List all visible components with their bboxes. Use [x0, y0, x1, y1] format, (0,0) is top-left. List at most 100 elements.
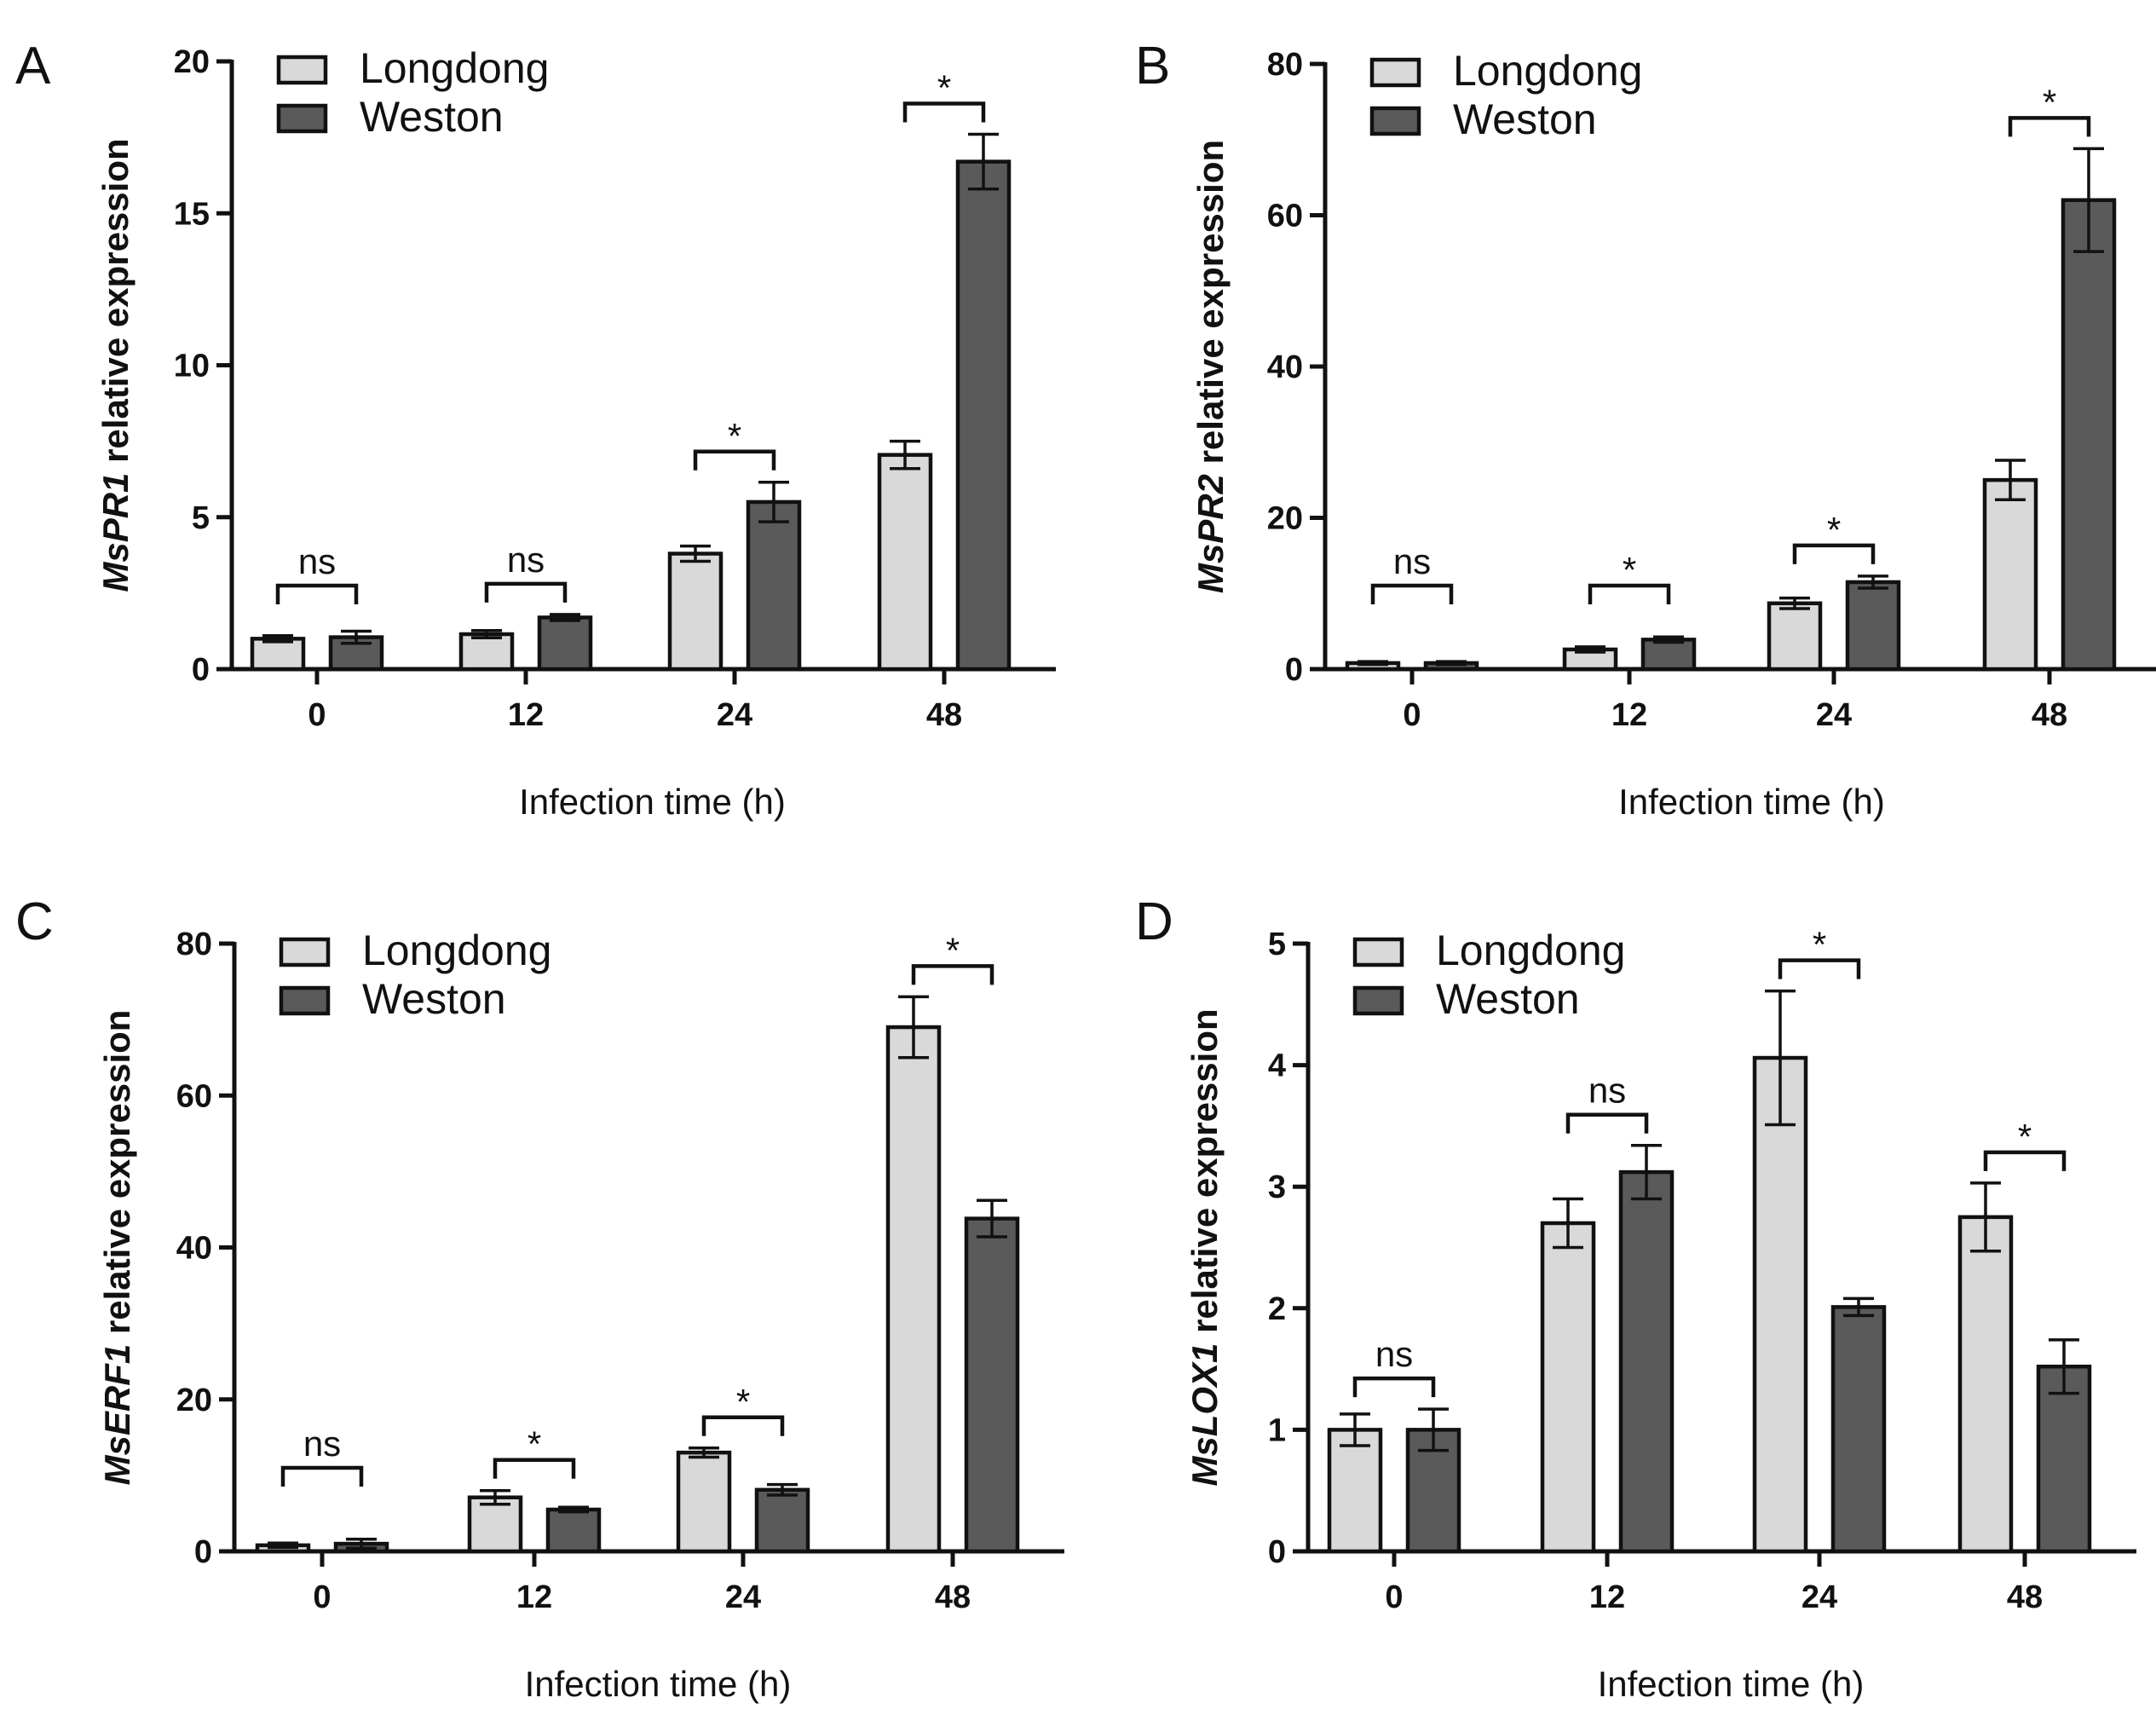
y-tick-label: 0: [194, 1534, 212, 1570]
panel-letter: A: [15, 37, 51, 95]
y-axis-title: MsPR2 relative expression: [1190, 140, 1231, 593]
y-axis-gene-name: MsERF1: [97, 1344, 137, 1486]
legend-swatch-longdong: [279, 937, 331, 967]
x-tick-label: 0: [1403, 697, 1421, 733]
x-axis-title: Infection time (h): [525, 1664, 792, 1704]
x-axis-title: Infection time (h): [1618, 782, 1885, 822]
significance-label: ns: [1393, 541, 1431, 581]
panel-letter: D: [1135, 892, 1173, 951]
significance-label: ns: [1375, 1334, 1413, 1374]
significance-label: *: [1827, 510, 1841, 550]
x-tick-label: 48: [2007, 1579, 2043, 1615]
bar-longdong: [885, 1025, 942, 1554]
x-tick-label: 0: [313, 1579, 331, 1615]
x-tick-label: 12: [1611, 697, 1647, 733]
significance-bracket: [280, 1465, 364, 1487]
bar-weston: [754, 1487, 810, 1554]
y-tick-label: 10: [174, 349, 210, 384]
y-axis-title-suffix: relative expression: [1190, 140, 1231, 474]
significance-label: *: [2043, 82, 2056, 122]
y-tick-label: 0: [1285, 652, 1303, 688]
y-axis-title-suffix: relative expression: [97, 1010, 137, 1344]
y-tick-label: 80: [1267, 47, 1303, 83]
x-tick-label: 0: [1385, 1579, 1403, 1615]
bar-longdong: [676, 1450, 732, 1554]
x-axis-title: Infection time (h): [519, 782, 786, 822]
y-tick-label: 20: [174, 44, 210, 80]
y-tick-label: 20: [1267, 501, 1303, 537]
significance-bracket: [1565, 1112, 1649, 1134]
legend-swatch-longdong: [1369, 57, 1421, 88]
significance-label: *: [1813, 925, 1826, 965]
y-tick-label: 60: [1267, 199, 1303, 234]
panel-c: C 0 20 40 60 80 0 12 24 48 Infection time (h) MsERF…: [15, 892, 1064, 1704]
y-tick-label: 5: [1268, 927, 1286, 962]
y-axis-gene-name: MsPR1: [95, 473, 135, 592]
y-tick-label: 15: [174, 196, 210, 232]
y-tick-label: 80: [176, 927, 212, 962]
significance-bracket: [902, 101, 986, 123]
bar-longdong: [1767, 601, 1823, 672]
significance-bracket: [701, 1415, 785, 1436]
significance-label: *: [728, 416, 741, 456]
x-tick-label: 12: [516, 1579, 552, 1615]
significance-label: ns: [298, 541, 336, 581]
panel-a: A 0 5 10 15 20 0 12 24 48 Infection time (h) MsPR1 …: [15, 37, 1056, 822]
y-tick-label: 0: [192, 652, 210, 688]
significance-label: ns: [1588, 1071, 1626, 1111]
x-tick-label: 12: [508, 697, 544, 733]
y-tick-label: 20: [176, 1383, 212, 1418]
legend-swatch-weston: [276, 103, 328, 134]
legend-label-weston: Weston: [1436, 975, 1580, 1023]
legend-label-weston: Weston: [360, 93, 504, 141]
legend-swatch-weston: [1369, 106, 1421, 136]
x-axis-title: Infection time (h): [1598, 1664, 1865, 1704]
significance-label: *: [527, 1424, 541, 1464]
legend-label-weston: Weston: [1453, 95, 1597, 143]
y-axis-title: MsPR1 relative expression: [95, 138, 135, 592]
significance-bracket: [1588, 583, 1671, 604]
significance-bracket: [1370, 583, 1454, 604]
panel-letter: B: [1135, 37, 1170, 95]
x-tick-label: 0: [308, 697, 326, 733]
significance-bracket: [2008, 116, 2091, 137]
significance-bracket: [693, 449, 776, 471]
bar-longdong: [1752, 1055, 1808, 1554]
y-tick-label: 40: [176, 1231, 212, 1267]
significance-label: *: [937, 68, 951, 108]
y-tick-label: 2: [1268, 1291, 1286, 1327]
bar-longdong: [458, 632, 515, 672]
legend-swatch-longdong: [276, 55, 328, 85]
y-axis-title: MsLOX1 relative expression: [1185, 1008, 1225, 1486]
legend-label-longdong: Longdong: [360, 44, 549, 92]
y-tick-label: 3: [1268, 1169, 1286, 1205]
significance-bracket: [275, 583, 359, 604]
significance-label: *: [946, 930, 960, 970]
significance-bracket: [484, 581, 568, 603]
panel-b: B 0 20 40 60 80 0 12 24 48 Infection time (h) MsPR2…: [1135, 37, 2156, 822]
y-tick-label: 1: [1268, 1412, 1286, 1448]
legend-label-longdong: Longdong: [1453, 47, 1642, 95]
bar-longdong: [1982, 477, 2038, 672]
significance-bracket: [1983, 1150, 2067, 1171]
bar-longdong: [1540, 1221, 1596, 1554]
significance-bracket: [911, 964, 994, 985]
bar-weston: [955, 159, 1012, 672]
bar-longdong: [667, 551, 723, 672]
x-tick-label: 48: [935, 1579, 971, 1615]
y-tick-label: 5: [192, 500, 210, 536]
y-axis-title-suffix: relative expression: [95, 138, 135, 472]
significance-label: ns: [303, 1423, 341, 1464]
x-tick-label: 48: [926, 697, 962, 733]
significance-bracket: [1352, 1376, 1436, 1398]
bar-weston: [1618, 1169, 1675, 1554]
significance-label: *: [736, 1382, 750, 1422]
bar-weston: [964, 1216, 1020, 1554]
significance-bracket: [493, 1458, 576, 1479]
x-tick-label: 24: [717, 697, 752, 733]
x-tick-label: 24: [1801, 1579, 1837, 1615]
legend-label-weston: Weston: [362, 975, 506, 1023]
legend-label-longdong: Longdong: [1436, 927, 1625, 974]
